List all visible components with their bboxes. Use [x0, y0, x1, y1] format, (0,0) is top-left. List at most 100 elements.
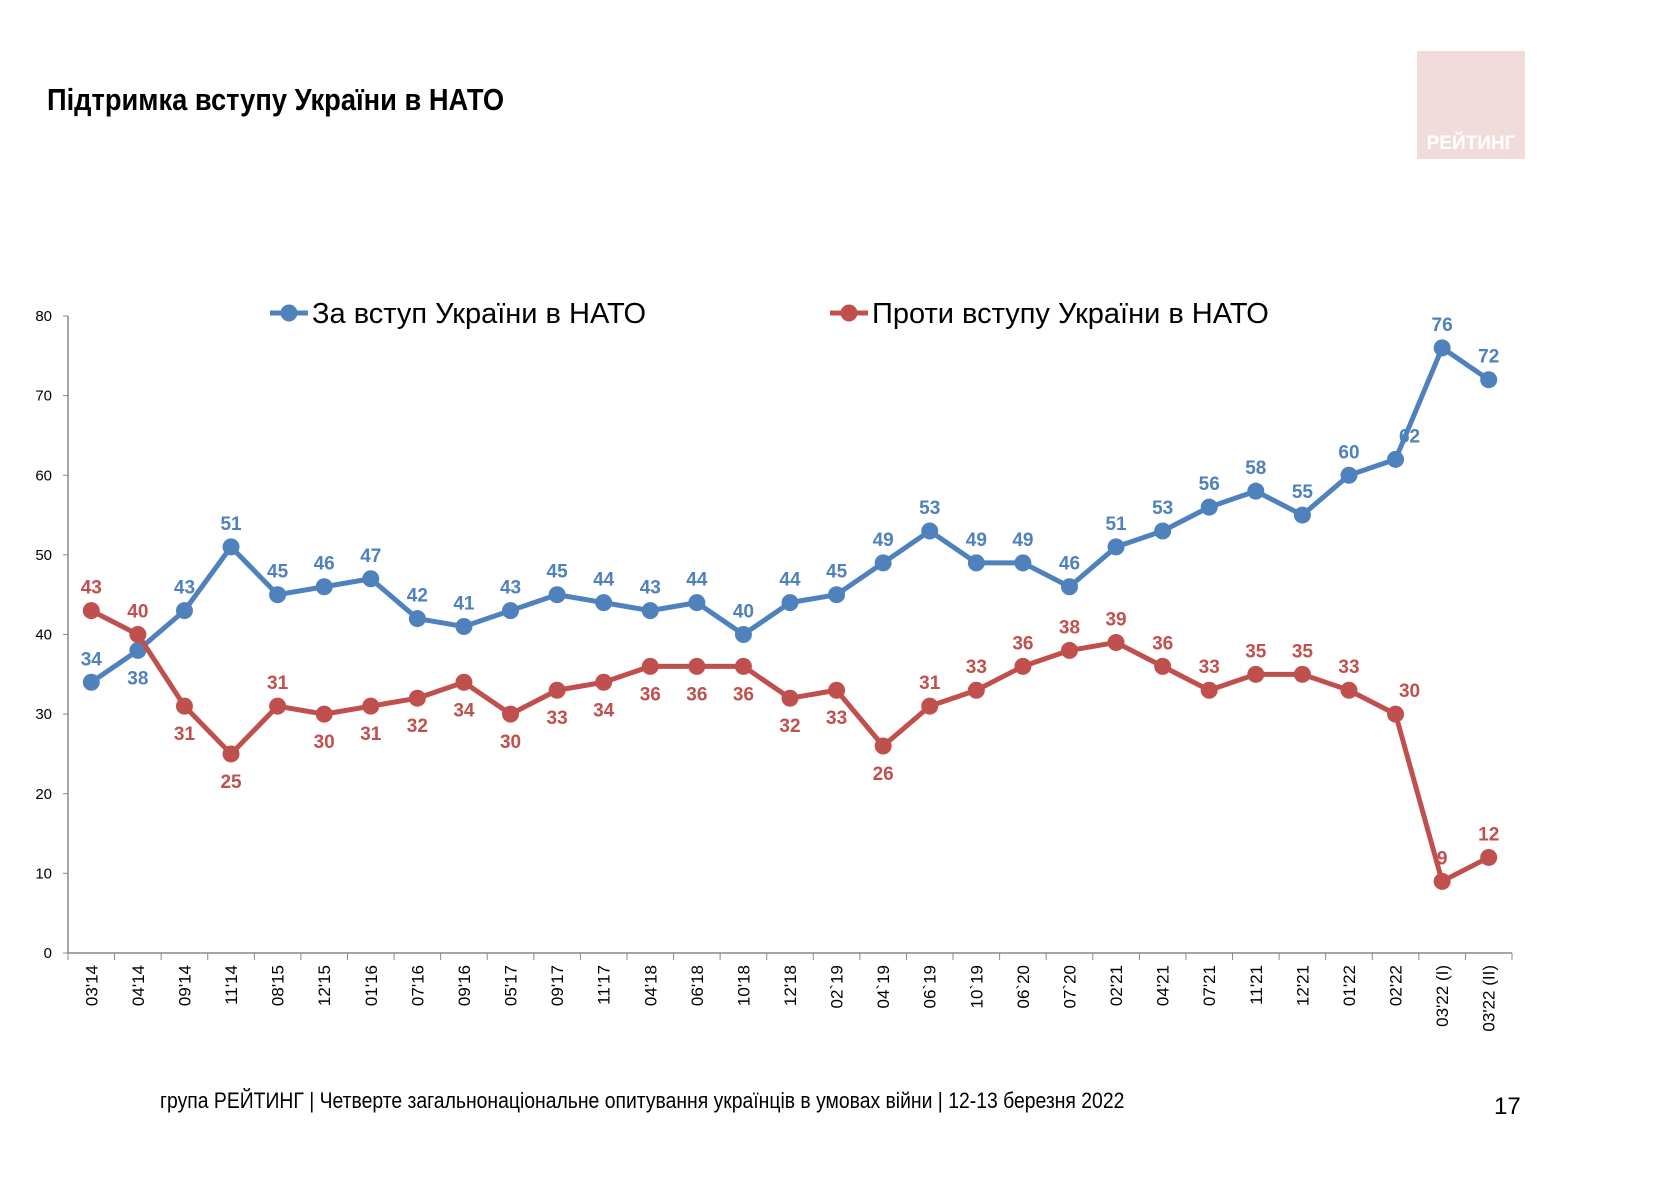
- data-label: 36: [733, 684, 754, 705]
- data-label: 34: [593, 700, 615, 721]
- data-label: 49: [1012, 530, 1033, 551]
- data-label: 38: [127, 668, 148, 689]
- legend-marker: [840, 304, 858, 322]
- data-label: 43: [500, 578, 521, 599]
- data-point: [1014, 657, 1032, 675]
- x-tick-label: 12'18: [781, 965, 800, 1006]
- x-tick-label: 06`19: [921, 965, 940, 1008]
- data-label: 31: [360, 724, 382, 745]
- x-tick-label: 03'14: [82, 965, 101, 1006]
- data-label: 9: [1437, 848, 1448, 869]
- data-label: 36: [1012, 633, 1033, 654]
- legend-marker: [280, 304, 298, 322]
- data-point: [828, 681, 846, 699]
- y-tick-label: 40: [35, 627, 52, 644]
- y-tick-label: 70: [35, 388, 52, 405]
- data-point: [455, 618, 473, 636]
- data-label: 36: [640, 684, 661, 705]
- data-label: 43: [81, 578, 102, 599]
- data-label: 32: [407, 716, 428, 737]
- data-label: 35: [1292, 641, 1314, 662]
- data-point: [641, 602, 659, 620]
- data-label: 34: [453, 700, 475, 721]
- data-label: 32: [779, 716, 800, 737]
- data-point: [1014, 554, 1032, 572]
- x-tick-label: 03'22 (II): [1480, 965, 1499, 1032]
- data-point: [1107, 633, 1125, 651]
- data-label: 40: [733, 602, 754, 623]
- data-point: [1480, 848, 1498, 866]
- x-tick-label: 07`20: [1060, 965, 1079, 1008]
- data-point: [362, 570, 380, 588]
- data-label: 36: [1152, 633, 1173, 654]
- y-tick-label: 50: [35, 547, 52, 564]
- data-label: 43: [174, 578, 195, 599]
- data-label: 49: [873, 530, 894, 551]
- data-point: [874, 737, 892, 755]
- y-tick-label: 20: [35, 786, 52, 803]
- data-label: 62: [1399, 426, 1420, 447]
- data-label: 46: [1059, 554, 1080, 575]
- data-point: [1387, 705, 1405, 723]
- data-point: [129, 626, 147, 643]
- data-label: 51: [220, 514, 242, 535]
- data-point: [82, 602, 100, 620]
- data-label: 12: [1478, 824, 1499, 845]
- x-tick-label: 02'21: [1107, 965, 1126, 1006]
- x-tick-label: 04'18: [641, 965, 660, 1006]
- data-label: 56: [1199, 474, 1220, 495]
- data-point: [874, 554, 892, 572]
- x-tick-label: 06'18: [688, 965, 707, 1006]
- data-point: [595, 673, 613, 691]
- x-tick-label: 10'18: [734, 965, 753, 1006]
- footer-text: група РЕЙТИНГ | Четверте загальнонаціона…: [160, 1088, 1125, 1113]
- data-label: 31: [267, 673, 289, 694]
- rating-logo: РЕЙТИНГ: [1417, 51, 1525, 159]
- data-point: [781, 594, 799, 612]
- data-point: [362, 697, 380, 715]
- data-point: [408, 689, 426, 707]
- data-label: 30: [314, 732, 335, 753]
- data-point: [175, 602, 193, 620]
- x-tick-label: 12'15: [315, 965, 334, 1006]
- data-point: [1433, 872, 1451, 890]
- data-point: [1060, 641, 1078, 659]
- page-title: Підтримка вступу України в НАТО: [47, 82, 505, 117]
- series-line-for: [89, 345, 1491, 685]
- page-number: 17: [1494, 1093, 1521, 1120]
- data-label: 45: [547, 562, 569, 583]
- data-point: [455, 673, 473, 691]
- data-point: [222, 538, 240, 556]
- x-tick-label: 06`20: [1014, 965, 1033, 1008]
- x-tick-label: 11'17: [595, 965, 614, 1005]
- data-point: [1107, 538, 1125, 556]
- data-point: [269, 586, 287, 604]
- data-point: [1340, 466, 1358, 484]
- data-label: 42: [407, 586, 428, 607]
- y-tick-label: 0: [44, 945, 52, 962]
- data-label: 26: [873, 764, 894, 785]
- data-point: [129, 641, 147, 659]
- data-point: [921, 697, 939, 715]
- data-point: [967, 554, 985, 572]
- data-point: [1387, 450, 1405, 468]
- data-point: [641, 657, 659, 675]
- data-label: 55: [1292, 482, 1314, 503]
- data-point: [734, 657, 752, 675]
- data-label: 44: [779, 570, 801, 591]
- x-tick-label: 01'22: [1340, 965, 1359, 1006]
- data-point: [1200, 498, 1218, 516]
- data-point: [1340, 681, 1358, 699]
- data-label: 60: [1338, 442, 1359, 463]
- data-point: [595, 594, 613, 612]
- data-point: [1293, 506, 1311, 524]
- data-label: 33: [1338, 657, 1359, 678]
- data-point: [1247, 665, 1265, 683]
- data-point: [408, 610, 426, 628]
- y-tick-label: 10: [35, 865, 52, 882]
- data-point: [1293, 665, 1311, 683]
- data-label: 58: [1245, 458, 1266, 479]
- data-point: [502, 602, 520, 620]
